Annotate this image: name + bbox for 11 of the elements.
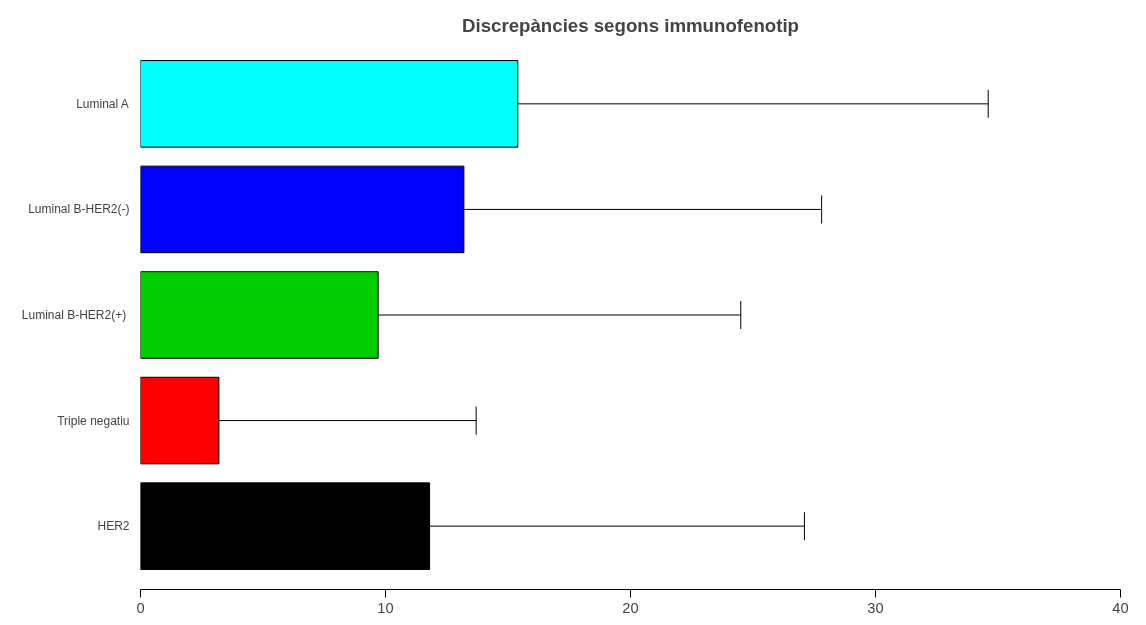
y-tick-label: Luminal A [76, 96, 129, 111]
y-tick-label: HER2 [97, 519, 130, 534]
chart-title: Discrepàncies segons immunofenotip [462, 14, 799, 36]
y-tick-label: Luminal B-HER2(+) [21, 308, 127, 322]
x-tick-label: 10 [377, 599, 394, 616]
x-tick-label: 0 [136, 599, 145, 616]
x-tick-label: 30 [867, 599, 884, 616]
y-tick-label: Luminal B-HER2(-) [28, 202, 130, 217]
x-tick-label: 40 [1112, 599, 1129, 616]
y-tick-label: Triple negatiu [57, 413, 130, 428]
x-tick-label: 20 [622, 599, 639, 616]
